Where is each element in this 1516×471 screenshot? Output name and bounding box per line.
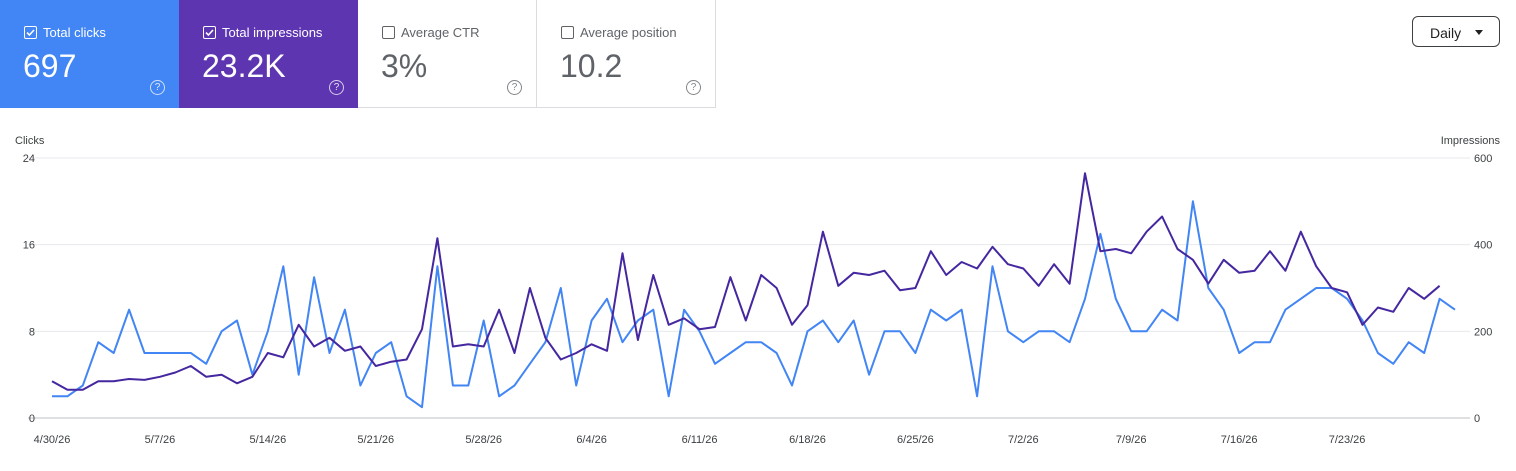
x-tick-label: 6/11/26 [682,434,718,446]
x-tick-label: 7/2/26 [1008,434,1039,446]
y-left-axis-label: Clicks [15,135,45,147]
y-right-tick-label: 0 [1474,413,1480,425]
x-tick-label: 5/28/26 [465,434,502,446]
checkbox-checked-icon[interactable] [24,26,37,39]
granularity-label: Daily [1430,25,1462,41]
metric-card-average-ctr[interactable]: Average CTR 3% ? [358,0,537,108]
y-left-tick-label: 0 [29,413,35,425]
x-tick-label: 4/30/26 [34,434,71,446]
x-tick-label: 6/18/26 [789,434,826,446]
checkbox-unchecked-icon[interactable] [561,26,574,39]
clicks-series-line [52,200,1456,409]
x-tick-label: 6/4/26 [576,434,607,446]
x-tick-label: 5/7/26 [145,434,176,446]
help-icon[interactable]: ? [686,80,701,95]
metric-value: 3% [381,48,428,84]
dropdown-arrow-icon [1475,30,1483,35]
performance-chart: 0 8 16 24 0 200 400 600 Clicks Impressions 4/30/26… [15,135,1501,446]
metric-cards: Total clicks 697 ? Total impressions 23.… [0,0,716,109]
y-right-tick-label: 200 [1474,326,1492,338]
checkbox-unchecked-icon[interactable] [382,26,395,39]
x-tick-label: 7/23/26 [1329,434,1366,446]
x-tick-label: 6/25/26 [897,434,934,446]
help-icon[interactable]: ? [150,80,165,95]
metric-label: Average CTR [401,25,480,40]
metric-value: 23.2K [202,48,286,84]
y-right-tick-label: 600 [1474,153,1492,165]
help-icon[interactable]: ? [507,80,522,95]
metric-value: 10.2 [560,48,623,84]
metric-card-total-impressions[interactable]: Total impressions 23.2K ? [179,0,358,108]
metric-label: Average position [580,25,677,40]
y-left-tick-label: 8 [29,326,35,338]
y-right-tick-label: 400 [1474,240,1492,252]
x-tick-label: 7/16/26 [1221,434,1258,446]
metric-card-total-clicks[interactable]: Total clicks 697 ? [0,0,179,108]
impressions-series-line [51,172,1441,391]
metric-card-average-position[interactable]: Average position 10.2 ? [537,0,716,108]
metric-label: Total impressions [222,25,323,40]
checkbox-checked-icon[interactable] [203,26,216,39]
y-right-axis-label: Impressions [1441,135,1501,147]
metric-value: 697 [23,48,77,84]
x-tick-label: 5/21/26 [357,434,394,446]
x-tick-label: 7/9/26 [1116,434,1147,446]
granularity-dropdown[interactable]: Daily [1412,16,1500,47]
y-left-tick-label: 24 [23,153,35,165]
help-icon[interactable]: ? [329,80,344,95]
x-tick-label: 5/14/26 [249,434,286,446]
metric-label: Total clicks [43,25,106,40]
y-left-tick-label: 16 [23,240,35,252]
